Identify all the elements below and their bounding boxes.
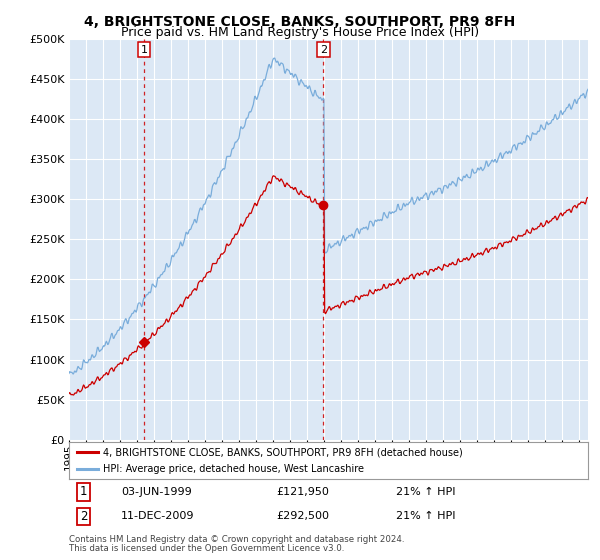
- Text: 1: 1: [80, 486, 87, 498]
- Text: 4, BRIGHTSTONE CLOSE, BANKS, SOUTHPORT, PR9 8FH: 4, BRIGHTSTONE CLOSE, BANKS, SOUTHPORT, …: [85, 15, 515, 29]
- Text: 03-JUN-1999: 03-JUN-1999: [121, 487, 191, 497]
- Text: 2: 2: [320, 45, 327, 55]
- Text: 2: 2: [80, 510, 87, 523]
- Text: 21% ↑ HPI: 21% ↑ HPI: [396, 511, 455, 521]
- Text: £292,500: £292,500: [277, 511, 329, 521]
- Text: 21% ↑ HPI: 21% ↑ HPI: [396, 487, 455, 497]
- Text: 4, BRIGHTSTONE CLOSE, BANKS, SOUTHPORT, PR9 8FH (detached house): 4, BRIGHTSTONE CLOSE, BANKS, SOUTHPORT, …: [103, 447, 463, 457]
- Text: 11-DEC-2009: 11-DEC-2009: [121, 511, 194, 521]
- Text: 1: 1: [141, 45, 148, 55]
- Text: £121,950: £121,950: [277, 487, 329, 497]
- Text: This data is licensed under the Open Government Licence v3.0.: This data is licensed under the Open Gov…: [69, 544, 344, 553]
- Text: HPI: Average price, detached house, West Lancashire: HPI: Average price, detached house, West…: [103, 464, 364, 474]
- Text: Price paid vs. HM Land Registry's House Price Index (HPI): Price paid vs. HM Land Registry's House …: [121, 26, 479, 39]
- Text: Contains HM Land Registry data © Crown copyright and database right 2024.: Contains HM Land Registry data © Crown c…: [69, 535, 404, 544]
